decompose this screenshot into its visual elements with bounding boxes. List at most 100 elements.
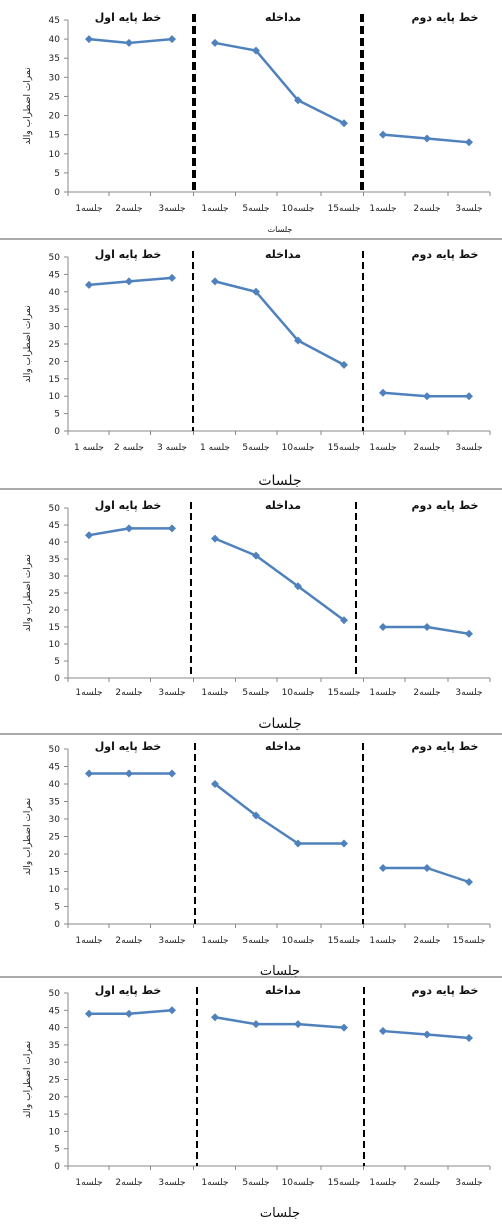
y-tick-label: 40 bbox=[49, 1024, 61, 1034]
data-point bbox=[168, 273, 176, 282]
x-axis-label: جلسات bbox=[260, 964, 300, 978]
x-tick-label: جلسه 3 bbox=[157, 443, 187, 453]
y-axis-label: نمرات اضطراب والد bbox=[23, 1041, 33, 1118]
y-tick-label: 45 bbox=[49, 1006, 60, 1016]
x-tick-label: جلسه2 bbox=[115, 204, 142, 214]
data-point bbox=[423, 623, 431, 631]
x-tick-label: جلسه10 bbox=[282, 1178, 315, 1188]
data-point bbox=[294, 96, 302, 105]
x-axis-label: جلسات bbox=[268, 225, 293, 234]
data-point bbox=[252, 811, 260, 820]
phase-label: خط پایه اول bbox=[95, 985, 162, 997]
chart-svg-1: 0 5 10 15 20 25 30 35 40 45 نمرات اضطراب والد جلسات… bbox=[0, 11, 502, 240]
phase-label: خط پایه دوم bbox=[412, 985, 479, 997]
phase-label: مداخله bbox=[265, 740, 301, 753]
data-point bbox=[465, 629, 473, 638]
y-tick-label: 35 bbox=[49, 555, 60, 565]
y-tick-label: 40 bbox=[49, 538, 61, 548]
y-tick-label: 40 bbox=[49, 780, 61, 790]
x-tick-label: جلسه2 bbox=[115, 1178, 142, 1188]
y-tick-label: 20 bbox=[49, 112, 61, 122]
x-tick-label: جلسه2 bbox=[413, 688, 440, 698]
x-tick-label: جلسه 1 bbox=[200, 443, 230, 453]
y-tick-label: 30 bbox=[49, 73, 61, 83]
y-tick-label: 50 bbox=[49, 253, 61, 263]
y-tick-label: 5 bbox=[54, 410, 60, 420]
x-tick-label: جلسه5 bbox=[242, 204, 269, 214]
y-tick-label: 35 bbox=[49, 54, 60, 64]
y-tick-label: 40 bbox=[49, 288, 61, 298]
data-point bbox=[85, 769, 93, 778]
x-tick-label: جلسه5 bbox=[242, 936, 269, 946]
y-tick-label: 20 bbox=[49, 850, 61, 860]
y-tick-label: 15 bbox=[49, 131, 60, 141]
y-tick-label: 5 bbox=[54, 657, 60, 667]
phase-label: خط پایه دوم bbox=[412, 248, 479, 261]
phase-label: خط پایه دوم bbox=[412, 499, 479, 512]
chart-svg-2: 0 5 10 15 20 25 30 35 40 45 50 نمرات اضطراب والد جلس… bbox=[0, 248, 502, 490]
data-point bbox=[211, 277, 219, 286]
phase-label: خط پایه اول bbox=[95, 499, 162, 512]
x-tick-label: جلسه10 bbox=[282, 443, 315, 453]
y-tick-label: 20 bbox=[49, 1093, 61, 1103]
phase-label: خط پایه اول bbox=[95, 740, 162, 753]
y-tick-label: 30 bbox=[49, 572, 61, 582]
y-tick-label: 45 bbox=[49, 521, 60, 531]
data-point bbox=[168, 1006, 176, 1015]
data-point bbox=[379, 388, 387, 397]
data-point bbox=[423, 864, 431, 872]
y-tick-label: 10 bbox=[49, 640, 61, 650]
data-point bbox=[125, 38, 133, 47]
x-tick-label: جلسه5 bbox=[242, 443, 269, 453]
x-axis-label: جلسات bbox=[260, 1206, 300, 1221]
series-line bbox=[214, 280, 345, 366]
x-tick-label: جلسه1 bbox=[369, 443, 396, 453]
phase-label: مداخله bbox=[265, 985, 301, 997]
y-tick-label: 35 bbox=[49, 305, 60, 315]
data-point bbox=[379, 864, 387, 872]
x-tick-label: جلسه3 bbox=[455, 688, 482, 698]
x-tick-label: جلسه1 bbox=[369, 688, 396, 698]
x-tick-label: جلسه3 bbox=[158, 688, 185, 698]
y-tick-label: 45 bbox=[49, 763, 60, 773]
phase-label: مداخله bbox=[265, 248, 301, 261]
chart-svg-5: 0 5 10 15 20 25 30 35 40 45 50 نمرات اضطراب والد جلس… bbox=[23, 985, 491, 1221]
y-tick-label: 30 bbox=[49, 1058, 61, 1068]
y-tick-label: 45 bbox=[49, 16, 60, 26]
y-tick-label: 20 bbox=[49, 606, 61, 616]
x-tick-label: جلسه5 bbox=[242, 688, 269, 698]
x-tick-label: جلسه3 bbox=[455, 1178, 482, 1188]
chart-svg-4: 0 5 10 15 20 25 30 35 40 45 50 نمرات اضطراب والد جلس… bbox=[0, 740, 502, 978]
x-tick-label: جلسه3 bbox=[158, 1178, 185, 1188]
data-point bbox=[252, 1020, 260, 1029]
x-tick-label: جلسه15 bbox=[328, 204, 361, 214]
y-axis-label: نمرات اضطراب والد bbox=[23, 554, 33, 631]
x-tick-label: جلسه2 bbox=[413, 443, 440, 453]
data-point bbox=[294, 336, 302, 345]
y-axis-label: نمرات اضطراب والد bbox=[23, 67, 33, 144]
series-line bbox=[214, 41, 345, 125]
x-tick-label: جلسه2 bbox=[115, 936, 142, 946]
y-tick-label: 10 bbox=[49, 1127, 61, 1137]
x-tick-label: جلسه15 bbox=[328, 936, 361, 946]
y-tick-label: 15 bbox=[49, 375, 60, 385]
y-tick-label: 0 bbox=[54, 188, 60, 198]
phase-label: خط پایه دوم bbox=[412, 740, 479, 753]
series-line bbox=[214, 537, 345, 622]
x-tick-label: جلسه1 bbox=[369, 936, 396, 946]
data-point bbox=[252, 287, 260, 296]
series-line bbox=[214, 1015, 345, 1029]
data-point bbox=[125, 277, 133, 286]
data-point bbox=[252, 46, 260, 55]
chart-panel-5: 0 5 10 15 20 25 30 35 40 45 50 نمرات اضطراب والد جلس… bbox=[0, 985, 502, 1224]
y-tick-label: 50 bbox=[49, 504, 61, 514]
x-tick-label: جلسه1 bbox=[75, 688, 102, 698]
data-point bbox=[211, 780, 219, 788]
y-tick-label: 30 bbox=[49, 815, 61, 825]
y-tick-label: 10 bbox=[49, 885, 61, 895]
x-tick-label: جلسه3 bbox=[158, 936, 185, 946]
x-tick-label: جلسه 2 bbox=[114, 443, 144, 453]
data-point bbox=[211, 534, 219, 543]
y-tick-label: 25 bbox=[49, 589, 60, 599]
